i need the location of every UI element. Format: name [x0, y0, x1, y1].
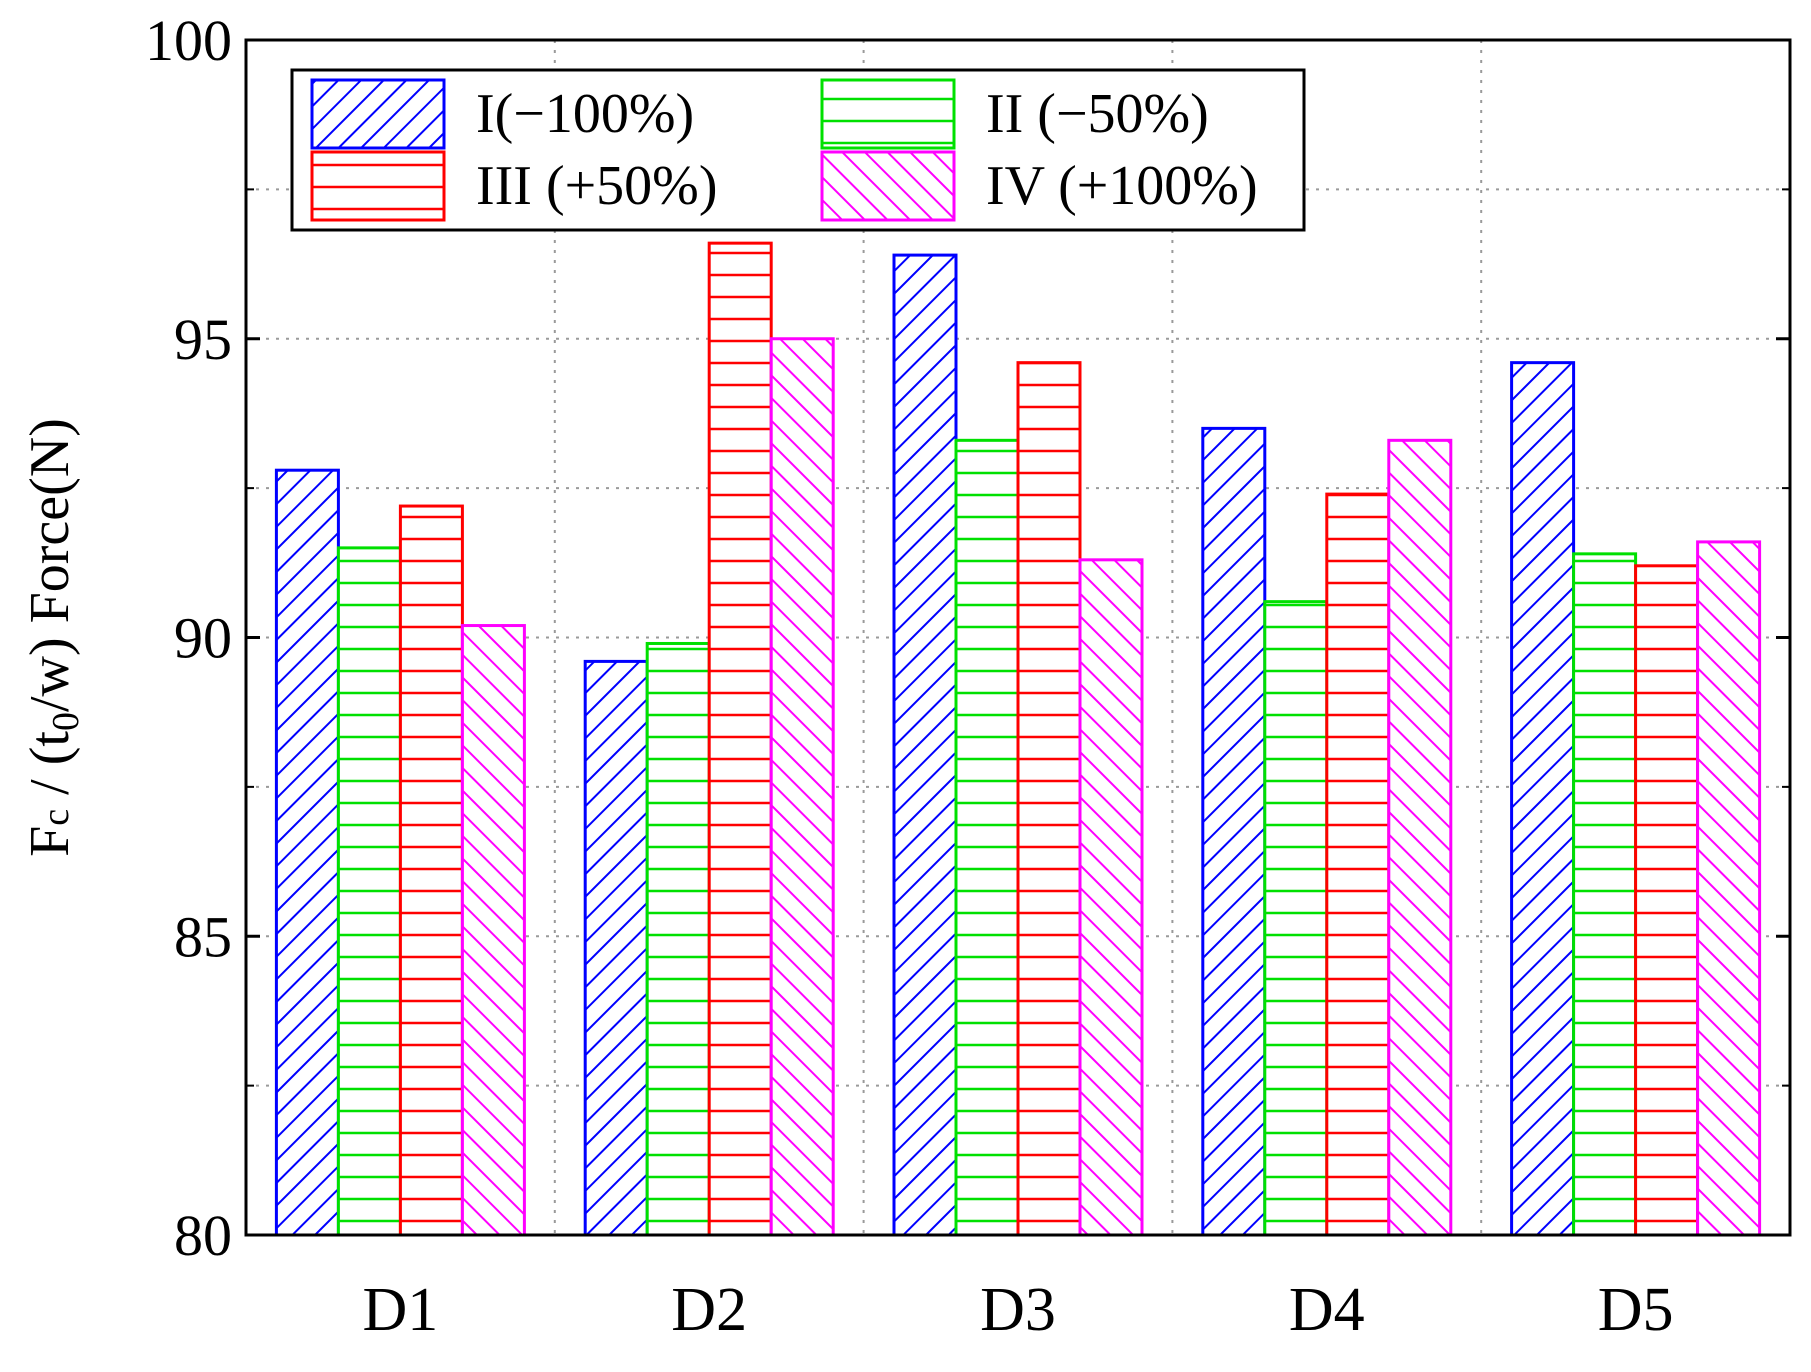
bar-d2-series-3 — [707, 241, 773, 1237]
x-category-label: D3 — [980, 1276, 1056, 1344]
bar-d5-series-2 — [1572, 552, 1638, 1237]
bar-d5-series-3 — [1634, 564, 1700, 1237]
bar-d1-series-1 — [274, 468, 340, 1237]
bar-d5-series-1 — [1510, 361, 1576, 1237]
bar-d5-series-4 — [1696, 540, 1762, 1237]
bar-d3-series-1 — [892, 253, 958, 1237]
x-axis-category-labels: D1 D2 D3 D4 D5 — [363, 1276, 1674, 1344]
y-tick-label: 80 — [174, 1203, 232, 1268]
bar-d3-series-2 — [954, 438, 1020, 1237]
legend-box — [290, 68, 1306, 232]
bar-d2-series-2 — [645, 641, 711, 1237]
x-category-label: D4 — [1289, 1276, 1365, 1344]
legend-swatch-series-2 — [820, 78, 956, 150]
y-tick-label: 95 — [174, 307, 232, 372]
x-category-label: D1 — [363, 1276, 439, 1344]
bar-d4-series-2 — [1263, 600, 1329, 1237]
legend: I(−100%) II (−50%) III (+50%) IV (+100%) — [290, 68, 1306, 232]
legend-swatch-series-4 — [820, 150, 956, 222]
bar-d2-series-4 — [769, 337, 835, 1237]
legend-label-series-3: III (+50%) — [476, 155, 717, 217]
bar-d1-series-2 — [336, 546, 402, 1237]
bar-d1-series-3 — [398, 504, 464, 1237]
legend-swatch-series-1 — [310, 78, 446, 150]
x-category-label: D2 — [671, 1276, 747, 1344]
x-category-label: D5 — [1598, 1276, 1674, 1344]
y-axis-ticks: 80 85 90 95 100 — [145, 8, 1790, 1268]
y-axis-title: Fc / (t0/w) Force(N) — [19, 418, 87, 857]
y-tick-label: 100 — [145, 8, 232, 73]
bar-d1-series-4 — [460, 624, 526, 1237]
bar-d4-series-4 — [1387, 438, 1453, 1237]
bar-d3-series-4 — [1078, 558, 1144, 1237]
legend-label-series-1: I(−100%) — [476, 83, 694, 145]
bar-d4-series-3 — [1325, 492, 1391, 1237]
bars — [274, 241, 1762, 1237]
legend-label-series-2: II (−50%) — [986, 83, 1209, 145]
legend-swatch-series-3 — [310, 150, 446, 222]
y-tick-label: 90 — [174, 606, 232, 671]
legend-label-series-4: IV (+100%) — [986, 155, 1258, 217]
bar-d3-series-3 — [1016, 361, 1082, 1237]
y-tick-label: 85 — [174, 904, 232, 969]
bar-d4-series-1 — [1201, 426, 1267, 1237]
bar-d2-series-1 — [583, 659, 649, 1237]
